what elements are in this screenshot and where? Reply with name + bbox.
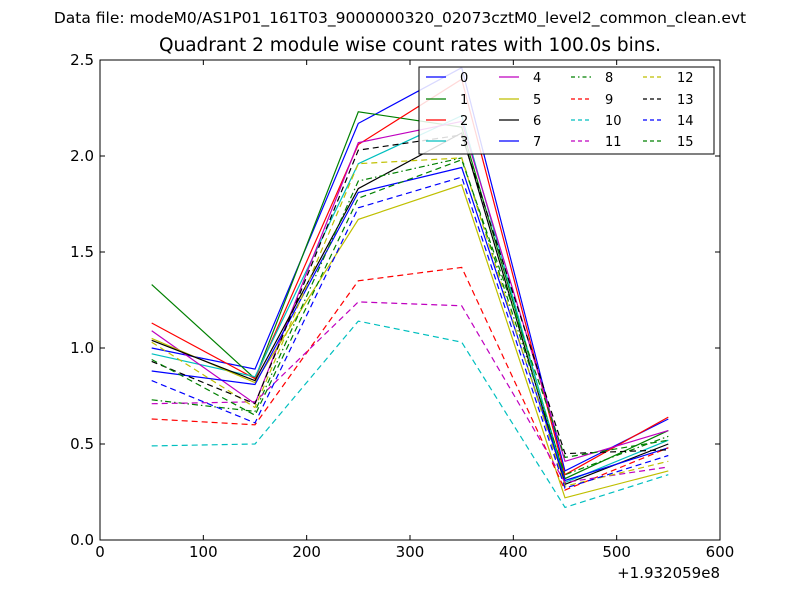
legend-label-8: 8 [605,71,613,86]
series-line-1 [151,111,669,480]
series-line-5 [151,184,669,499]
chart-title: Quadrant 2 module wise count rates with … [158,35,662,56]
series-line-11 [151,301,669,484]
legend-label-11: 11 [605,135,622,150]
x-tick-label: 500 [602,543,631,561]
legend-label-0: 0 [460,71,468,86]
x-offset-label: +1.932059e8 [617,564,720,582]
series-line-12 [151,157,669,487]
legend-label-9: 9 [605,93,613,108]
series-line-13 [151,134,669,455]
x-tick-label: 300 [396,543,425,561]
legend-label-12: 12 [677,71,694,86]
series-line-14 [151,176,669,489]
y-tick-label: 2.5 [70,51,94,69]
legend-label-3: 3 [460,135,468,150]
series-line-3 [151,114,669,484]
legend-label-1: 1 [460,93,468,108]
legend-label-4: 4 [533,71,541,86]
x-tick-label: 600 [706,543,735,561]
legend-label-14: 14 [677,114,694,129]
legend-label-10: 10 [605,114,622,129]
series-line-4 [151,120,669,463]
y-tick-label: 1.0 [70,339,94,357]
x-tick-label: 200 [292,543,321,561]
series-line-15 [151,159,669,459]
y-tick-label: 0.5 [70,435,94,453]
legend-label-2: 2 [460,114,468,129]
series-line-0 [151,66,669,472]
suptitle: Data file: modeM0/AS1P01_161T03_90000003… [53,9,747,27]
legend-label-5: 5 [533,93,541,108]
y-tick-label: 1.5 [70,243,94,261]
series-line-9 [151,266,669,491]
x-tick-label: 100 [189,543,218,561]
y-tick-label: 0.0 [70,531,94,549]
legend-label-7: 7 [533,135,541,150]
x-tick-label: 400 [499,543,528,561]
legend-label-6: 6 [533,114,541,129]
series-line-7 [151,166,669,482]
legend-box [418,66,715,155]
y-tick-label: 2.0 [70,147,94,165]
series-line-2 [151,78,669,476]
series-line-6 [151,132,669,486]
series-line-10 [151,320,669,509]
x-tick-label: 0 [95,543,105,561]
legend-label-13: 13 [677,93,694,108]
series-layer [151,66,669,509]
series-line-8 [151,157,669,476]
legend-label-15: 15 [677,135,694,150]
